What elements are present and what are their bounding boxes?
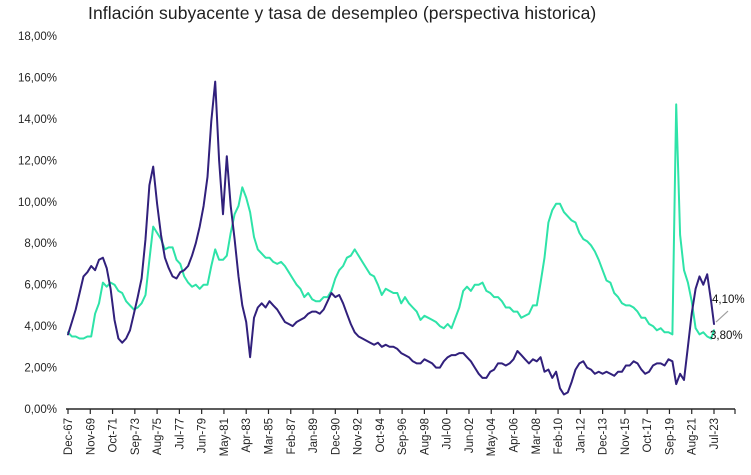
x-axis-tick-label: Mar-08 (531, 418, 543, 454)
x-axis-tick-label: Aug-98 (419, 418, 431, 455)
x-axis-tick-label: Sep-96 (397, 418, 409, 455)
end-label-leader-line (715, 310, 729, 323)
series-end-label-desempleo: 3,80% (710, 330, 743, 342)
x-axis-tick-label: Dec-67 (63, 418, 75, 455)
y-axis-tick-label: 6,00% (24, 280, 57, 292)
x-axis-tick-label: Jun-79 (197, 418, 209, 453)
y-axis-tick-label: 16,00% (18, 72, 57, 84)
x-axis-tick-label: May-04 (486, 417, 498, 456)
series-line-desempleo (67, 103, 715, 340)
x-axis-tick-label: Jan-89 (308, 418, 320, 453)
y-axis-tick-label: 10,00% (18, 197, 57, 209)
x-axis-tick-label: Oct-17 (642, 418, 654, 453)
series-line-inflacion (67, 80, 715, 396)
y-axis-tick-label: 0,00% (24, 404, 57, 416)
x-axis-tick-label: Aug-21 (687, 418, 699, 455)
x-axis-tick-label: Feb-87 (286, 418, 298, 454)
y-axis-tick-label: 14,00% (18, 114, 57, 126)
x-axis-tick-label: Nov-15 (620, 418, 632, 455)
x-axis-tick-label: Apr-83 (241, 418, 253, 453)
x-axis-tick-label: Sep-73 (130, 418, 142, 455)
x-axis-tick-label: Jun-02 (464, 418, 476, 453)
y-axis-tick-label: 12,00% (18, 155, 57, 167)
x-axis-tick-label: Oct-94 (375, 417, 387, 452)
y-axis-tick-label: 4,00% (24, 321, 57, 333)
x-axis-tick-label: Aug-75 (152, 418, 164, 455)
series-end-label-inflacion: 4,10% (712, 294, 745, 306)
x-axis-tick-label: Jan-12 (575, 418, 587, 453)
x-axis-tick-label: Dec-90 (330, 418, 342, 455)
x-axis-tick-label: Jul-77 (174, 418, 186, 449)
x-axis-tick-label: Mar-85 (263, 418, 275, 454)
x-axis-tick-label: Jul-00 (442, 418, 454, 449)
x-axis-tick-label: Feb-10 (553, 418, 565, 454)
x-axis-tick-label: May-81 (219, 418, 231, 456)
x-axis-tick-label: Oct-71 (108, 418, 120, 453)
chart-title: Inflación subyacente y tasa de desempleo… (88, 3, 597, 23)
x-axis-tick-label: Nov-92 (353, 418, 365, 455)
y-axis-tick-label: 2,00% (24, 363, 57, 375)
y-axis-tick-label: 8,00% (24, 238, 57, 250)
x-axis-tick-label: Nov-69 (85, 418, 97, 455)
x-axis-tick-label: Apr-06 (509, 418, 521, 453)
x-axis-tick-label: Jul-23 (709, 418, 721, 449)
x-axis-tick-label: Sep-19 (664, 418, 676, 455)
y-axis-tick-label: 18,00% (18, 31, 57, 43)
x-axis-tick-label: Dec-13 (598, 418, 610, 455)
